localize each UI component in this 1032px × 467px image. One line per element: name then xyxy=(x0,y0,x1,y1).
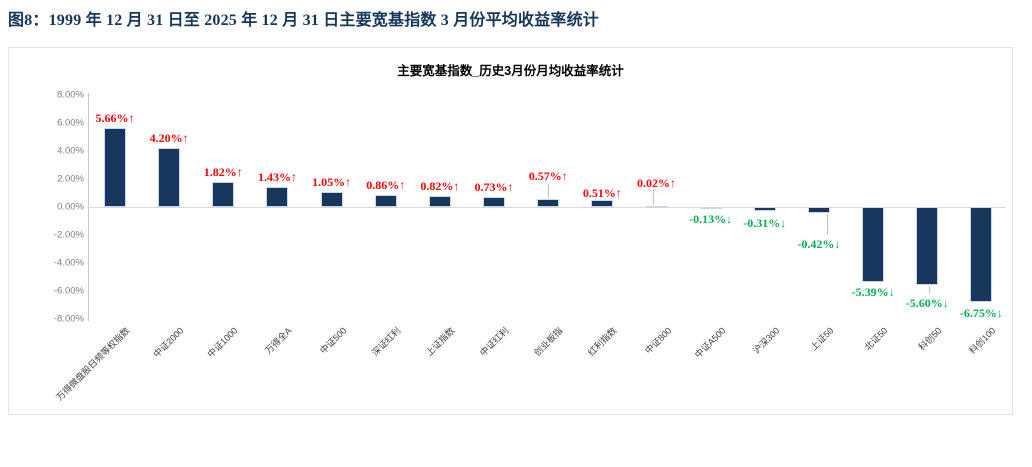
bar-value-label: -6.75%↓ xyxy=(959,306,1003,320)
bar-value-label: 0.02%↑ xyxy=(637,176,676,190)
bar-value-label: -0.42%↓ xyxy=(797,237,841,251)
bar xyxy=(862,207,885,283)
label-leader-line xyxy=(652,190,654,205)
bar xyxy=(807,207,830,213)
bar-value-label: -5.39%↓ xyxy=(851,285,895,300)
bar-value-label: 5.66%↑ xyxy=(95,110,135,125)
y-axis-tick: -4.00% xyxy=(53,257,84,269)
chart-panel: 主要宽基指数_历史3月份月均收益率统计 xyxy=(8,47,1013,415)
bar-value-label: 0.82%↑ xyxy=(420,178,460,193)
bar-value-label: -0.13%↓ xyxy=(689,211,733,226)
bar-value-label: 1.43%↑ xyxy=(257,169,297,184)
y-axis-tick: 6.00% xyxy=(57,117,84,129)
y-axis-tick: -8.00% xyxy=(53,313,84,325)
bar xyxy=(212,181,235,207)
bar xyxy=(374,194,397,207)
bar-value-label: 0.73%↑ xyxy=(474,179,514,194)
bar-value-label: 0.57%↑ xyxy=(528,169,568,183)
bar xyxy=(428,195,451,207)
label-leader-line xyxy=(929,286,931,294)
label-leader-line xyxy=(826,214,828,235)
bar xyxy=(916,207,939,286)
y-axis-tick: -6.00% xyxy=(53,285,84,297)
bar-value-label: 1.82%↑ xyxy=(203,164,243,179)
bar xyxy=(483,196,506,207)
y-axis-tick: 2.00% xyxy=(57,173,84,185)
bar xyxy=(320,192,343,207)
bar-value-label: -0.31%↓ xyxy=(743,216,787,230)
bar xyxy=(158,148,181,207)
bar xyxy=(645,206,668,208)
bar-value-label: 1.05%↑ xyxy=(312,175,352,190)
bar xyxy=(537,199,560,207)
label-leader-line xyxy=(548,184,550,198)
x-axis-zero-line xyxy=(88,207,1006,208)
bar-value-label: 0.51%↑ xyxy=(582,186,622,200)
y-axis-tick: 4.00% xyxy=(57,145,84,157)
bar-value-label: 4.20%↑ xyxy=(149,131,189,146)
bar xyxy=(699,207,722,209)
y-axis-tick: 8.00% xyxy=(57,89,84,101)
y-axis-tick: -2.00% xyxy=(53,229,84,241)
page-title: 图8：1999 年 12 月 31 日至 2025 年 12 月 31 日主要宽… xyxy=(8,12,600,29)
bar xyxy=(104,127,126,207)
bar xyxy=(970,207,993,302)
bar xyxy=(753,207,776,212)
bar-value-label: 0.86%↑ xyxy=(366,177,406,192)
bar xyxy=(591,199,614,207)
chart-title: 主要宽基指数_历史3月份月均收益率统计 xyxy=(397,64,624,78)
bar-value-label: -5.60%↓ xyxy=(905,296,949,310)
bar xyxy=(266,186,289,207)
y-axis-tick: 0.00% xyxy=(57,201,84,213)
